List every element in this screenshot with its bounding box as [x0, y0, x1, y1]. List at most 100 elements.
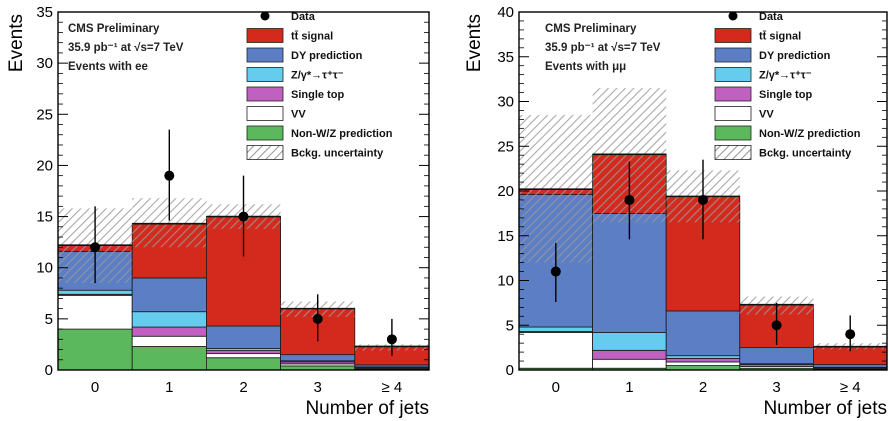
bar-segment-single-top — [592, 349, 667, 360]
legend-swatch — [714, 86, 752, 102]
legend-label: Non-W/Z prediction — [291, 128, 393, 140]
legend-swatch — [246, 67, 284, 82]
data-point — [550, 266, 561, 277]
bar-segment-dy-prediction — [205, 325, 281, 349]
info-text: CMS Preliminary — [68, 23, 160, 35]
plot-frame — [57, 11, 430, 371]
x-tick-label: 3 — [314, 379, 322, 396]
x-tick-label: 0 — [552, 379, 560, 396]
y-tick-label: 30 — [497, 94, 514, 111]
y-tick-label: 35 — [497, 49, 514, 66]
x-axis-title: Number of jets — [305, 398, 429, 419]
legend-swatch — [714, 47, 752, 63]
bar-segment-vv — [665, 361, 741, 366]
legend-swatch-hatch — [246, 145, 284, 160]
legend-swatch — [714, 67, 752, 82]
legend-label: Z/γ*→τ⁺τ⁻ — [291, 70, 344, 82]
legend-swatch — [246, 106, 284, 121]
data-point — [845, 329, 856, 340]
legend-label: Data — [291, 11, 316, 23]
legend-label: Bckg. uncertainty — [759, 148, 852, 160]
legend-swatch — [246, 47, 284, 63]
y-tick-label: 5 — [45, 311, 53, 328]
bar-segment-dy-prediction — [665, 310, 741, 357]
y-tick-label: 0 — [506, 362, 514, 379]
bar-segment-vv — [131, 335, 207, 347]
data-point — [698, 194, 708, 205]
bar-segment-non-w-z-prediction — [131, 346, 207, 371]
data-point — [164, 170, 175, 181]
legend-swatch — [714, 28, 752, 43]
bar-segment-z- — [57, 289, 133, 295]
y-tick-label: 30 — [36, 55, 53, 72]
x-axis-title: Number of jets — [763, 398, 887, 419]
bar-segment-non-w-z-prediction — [57, 328, 133, 371]
bar-segment-dy-prediction — [813, 364, 888, 368]
y-tick-label: 0 — [45, 362, 53, 379]
bar-segment-vv — [592, 358, 667, 369]
legend-label: VV — [291, 109, 306, 121]
legend-swatch — [714, 125, 752, 141]
y-tick-label: 25 — [36, 106, 53, 123]
x-tick-label: 3 — [772, 379, 780, 396]
data-point — [312, 313, 323, 324]
x-tick-label: 1 — [625, 379, 633, 396]
y-tick-label: 40 — [497, 4, 514, 21]
legend-swatch — [246, 28, 284, 43]
y-tick-label: 20 — [36, 157, 53, 174]
bar-segment-dy-prediction — [280, 354, 356, 362]
info-text: 35.9 pb⁻¹ at √s=7 TeV — [545, 41, 661, 54]
legend-label: Single top — [759, 89, 812, 101]
legend-label: Z/γ*→τ⁺τ⁻ — [759, 70, 812, 82]
bar-segment-z- — [131, 311, 207, 328]
x-tick-label: ≥ 4 — [840, 379, 861, 396]
legend-label: tt̄ signal — [759, 31, 801, 43]
legend-label: DY prediction — [759, 50, 831, 62]
data-point — [90, 242, 101, 253]
info-text: Events with μμ — [545, 61, 626, 73]
info-text: Events with ee — [68, 61, 148, 73]
y-tick-label: 20 — [497, 183, 514, 200]
legend-swatch — [246, 86, 284, 102]
legend-swatch — [246, 125, 284, 141]
bar-segment-z- — [665, 355, 741, 359]
info-text: CMS Preliminary — [545, 23, 637, 35]
x-tick-label: 2 — [239, 379, 247, 396]
legend-label: Single top — [291, 89, 344, 101]
data-point — [771, 320, 782, 331]
mumu-channel-panel: 0 5 10 15 20 25 30 35 40 0 1 2 3 ≥ 4 Number of jets Eve… — [464, 4, 888, 419]
legend-label: VV — [759, 109, 774, 121]
y-tick-label: 35 — [36, 4, 53, 21]
bar-segment-vv — [57, 294, 133, 330]
x-tick-label: 0 — [91, 379, 99, 396]
y-tick-label: 15 — [36, 209, 53, 226]
legend-marker-data — [260, 11, 270, 21]
legend-label: Bckg. uncertainty — [291, 148, 384, 160]
x-tick-label: 2 — [699, 379, 707, 396]
bar-segment-z- — [518, 326, 593, 332]
y-tick-label: 15 — [497, 228, 514, 245]
bar-segment-single-top — [205, 350, 281, 355]
bar-segment-non-w-z-prediction — [205, 357, 281, 371]
bar-segment-single-top — [665, 357, 741, 363]
legend-marker-data — [728, 11, 738, 21]
y-tick-label: 10 — [497, 273, 514, 290]
bar-segment-dy-prediction — [739, 347, 814, 365]
bar-segment-z- — [592, 332, 667, 351]
bar-segment-vv — [518, 332, 593, 369]
ee-channel-panel: 0 5 10 15 20 25 30 35 0 1 2 3 ≥ 4 Number of jets Event… — [6, 4, 430, 419]
info-text: 35.9 pb⁻¹ at √s=7 TeV — [68, 41, 184, 54]
bar-segment-dy-prediction — [131, 277, 207, 313]
legend-label: tt̄ signal — [291, 31, 333, 43]
legend-swatch — [714, 106, 752, 121]
bar-segment-vv — [205, 353, 281, 359]
legend-label: Data — [759, 11, 784, 23]
y-tick-label: 5 — [506, 317, 514, 334]
y-axis-title: Events — [464, 14, 485, 72]
y-tick-label: 25 — [497, 138, 514, 155]
data-point — [238, 211, 249, 222]
legend-swatch-hatch — [714, 145, 752, 160]
x-tick-label: 1 — [165, 379, 173, 396]
y-tick-label: 10 — [36, 260, 53, 277]
